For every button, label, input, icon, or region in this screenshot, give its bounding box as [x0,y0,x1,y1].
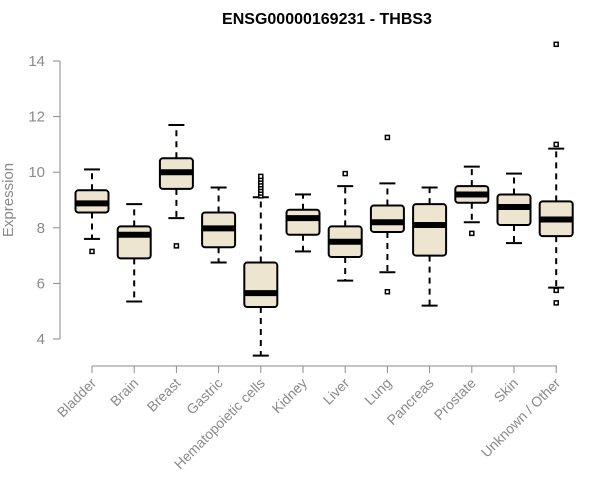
x-tick-label: Brain [107,375,141,409]
box-skin [496,172,532,245]
y-axis-label: Expression [0,163,17,237]
box-iqr [369,204,405,233]
outlier-point [553,300,559,306]
box-liver [327,170,363,282]
box-kidney [285,193,321,253]
y-ticks: 4 6 8 10 12 14 [28,53,60,348]
outlier-point [469,230,475,237]
x-tick-label: Bladder [54,375,100,421]
x-tick-label: Lung [361,375,394,408]
box-hematopoietic-cells [243,173,279,357]
outlier-point [553,287,559,294]
outlier-point [342,170,348,177]
y-tick-label: 12 [28,109,45,126]
box-prostate [454,165,490,237]
outlier-point [553,41,559,48]
x-tick-label: Unknown / Other [478,375,564,461]
y-tick-label: 4 [37,331,45,348]
box-pancreas [412,186,448,307]
box-iqr [243,261,279,309]
outlier-point [384,288,391,295]
box-breast [158,123,194,249]
box-unknown-other [538,41,574,306]
box-iqr [285,208,321,236]
y-tick-label: 6 [37,275,45,292]
box-bladder [74,168,110,255]
y-tick-label: 10 [28,164,45,181]
box-lung [369,134,405,295]
box-brain [116,203,152,303]
x-tick-label: Breast [144,375,184,415]
y-tick-label: 14 [28,53,45,70]
x-tick-label: Pancreas [384,375,437,428]
y-tick-label: 8 [37,220,45,237]
box-iqr [116,225,152,260]
chart-title: ENSG00000169231 - THBS3 [222,11,432,28]
outlier-point [258,173,264,180]
x-tick-label: Skin [491,375,522,406]
outlier-point [384,134,391,141]
outlier-point [553,141,559,148]
boxes-group [74,41,574,357]
box-iqr [412,203,448,257]
x-tick-label: Kidney [269,375,311,417]
outlier-point [173,243,180,249]
x-tick-label: Liver [320,375,353,408]
outlier-point [89,248,95,255]
x-tick-label: Prostate [431,375,479,423]
box-gastric [201,186,237,264]
